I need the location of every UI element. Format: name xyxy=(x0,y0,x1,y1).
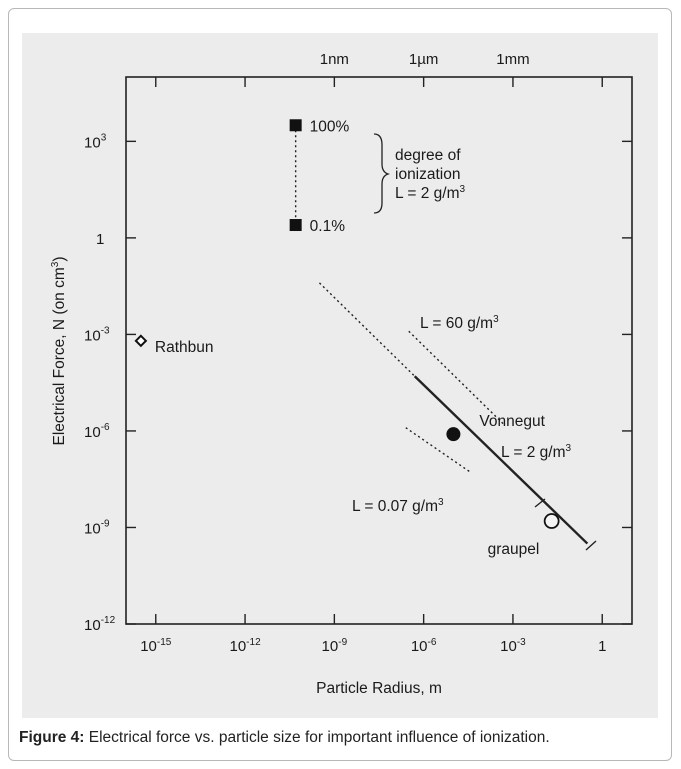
y-tick-label-1: 10-9 xyxy=(84,518,110,537)
top-axis-label-2: 1mm xyxy=(496,51,529,68)
x-tick-label-5: 1 xyxy=(598,638,606,655)
caption-label: Figure 4: xyxy=(19,729,84,746)
series-line-2 xyxy=(409,331,504,424)
x-tick-label-3: 10-6 xyxy=(411,637,437,655)
point-graupel-marker xyxy=(545,514,559,528)
series-line-0 xyxy=(319,283,414,376)
y-tick-label-5: 103 xyxy=(84,132,107,151)
point-vonnegut-marker xyxy=(446,427,460,441)
point-graupel-label: graupel xyxy=(488,541,540,558)
top-axis-label-0: 1nm xyxy=(320,51,349,68)
brace xyxy=(374,134,388,213)
series-line-3 xyxy=(406,428,471,473)
y-tick-label-2: 10-6 xyxy=(84,422,110,441)
vonnegut-l-label: L = 2 g/m3 xyxy=(501,443,571,461)
ionization-label: ionization xyxy=(395,166,461,183)
y-axis-label: Electrical Force, N (on cm3) xyxy=(50,256,68,445)
y-tick-label-4: 1 xyxy=(96,231,104,248)
figure-caption: Figure 4: Electrical force vs. particle … xyxy=(19,729,669,747)
degree-label: degree of xyxy=(395,147,461,164)
point-rathbun-marker xyxy=(136,336,146,346)
point-100-marker xyxy=(290,119,302,131)
ionization-annotation: degree of ionization L = 2 g/m3 xyxy=(374,134,465,213)
y-tick-label-3: 10-3 xyxy=(84,325,110,344)
l60-label: L = 60 g/m3 xyxy=(420,314,499,332)
graupel-range-tick-1 xyxy=(535,499,545,507)
y-tick-label-0: 10-12 xyxy=(84,615,116,634)
x-tick-label-0: 10-15 xyxy=(140,637,172,655)
caption-text: Electrical force vs. particle size for i… xyxy=(84,729,549,746)
point-0-1-marker xyxy=(290,219,302,231)
x-tick-label-4: 10-3 xyxy=(500,637,526,655)
degree-l-label: L = 2 g/m3 xyxy=(395,184,465,202)
x-axis-label: Particle Radius, m xyxy=(316,680,442,697)
x-tick-label-1: 10-12 xyxy=(229,637,261,655)
x-tick-label-2: 10-9 xyxy=(322,637,348,655)
l007-label: L = 0.07 g/m3 xyxy=(352,497,444,515)
chart: 10-15 10-12 10-9 10-6 10-3 1 10-12 10-9 10-6 10-3… xyxy=(22,33,658,718)
top-axis-label-1: 1µm xyxy=(409,51,438,68)
point-100-label: 100% xyxy=(310,118,350,135)
point-0-1-label: 0.1% xyxy=(310,218,346,235)
point-vonnegut-label: Vonnegut xyxy=(479,413,545,430)
point-rathbun-label: Rathbun xyxy=(155,339,214,356)
